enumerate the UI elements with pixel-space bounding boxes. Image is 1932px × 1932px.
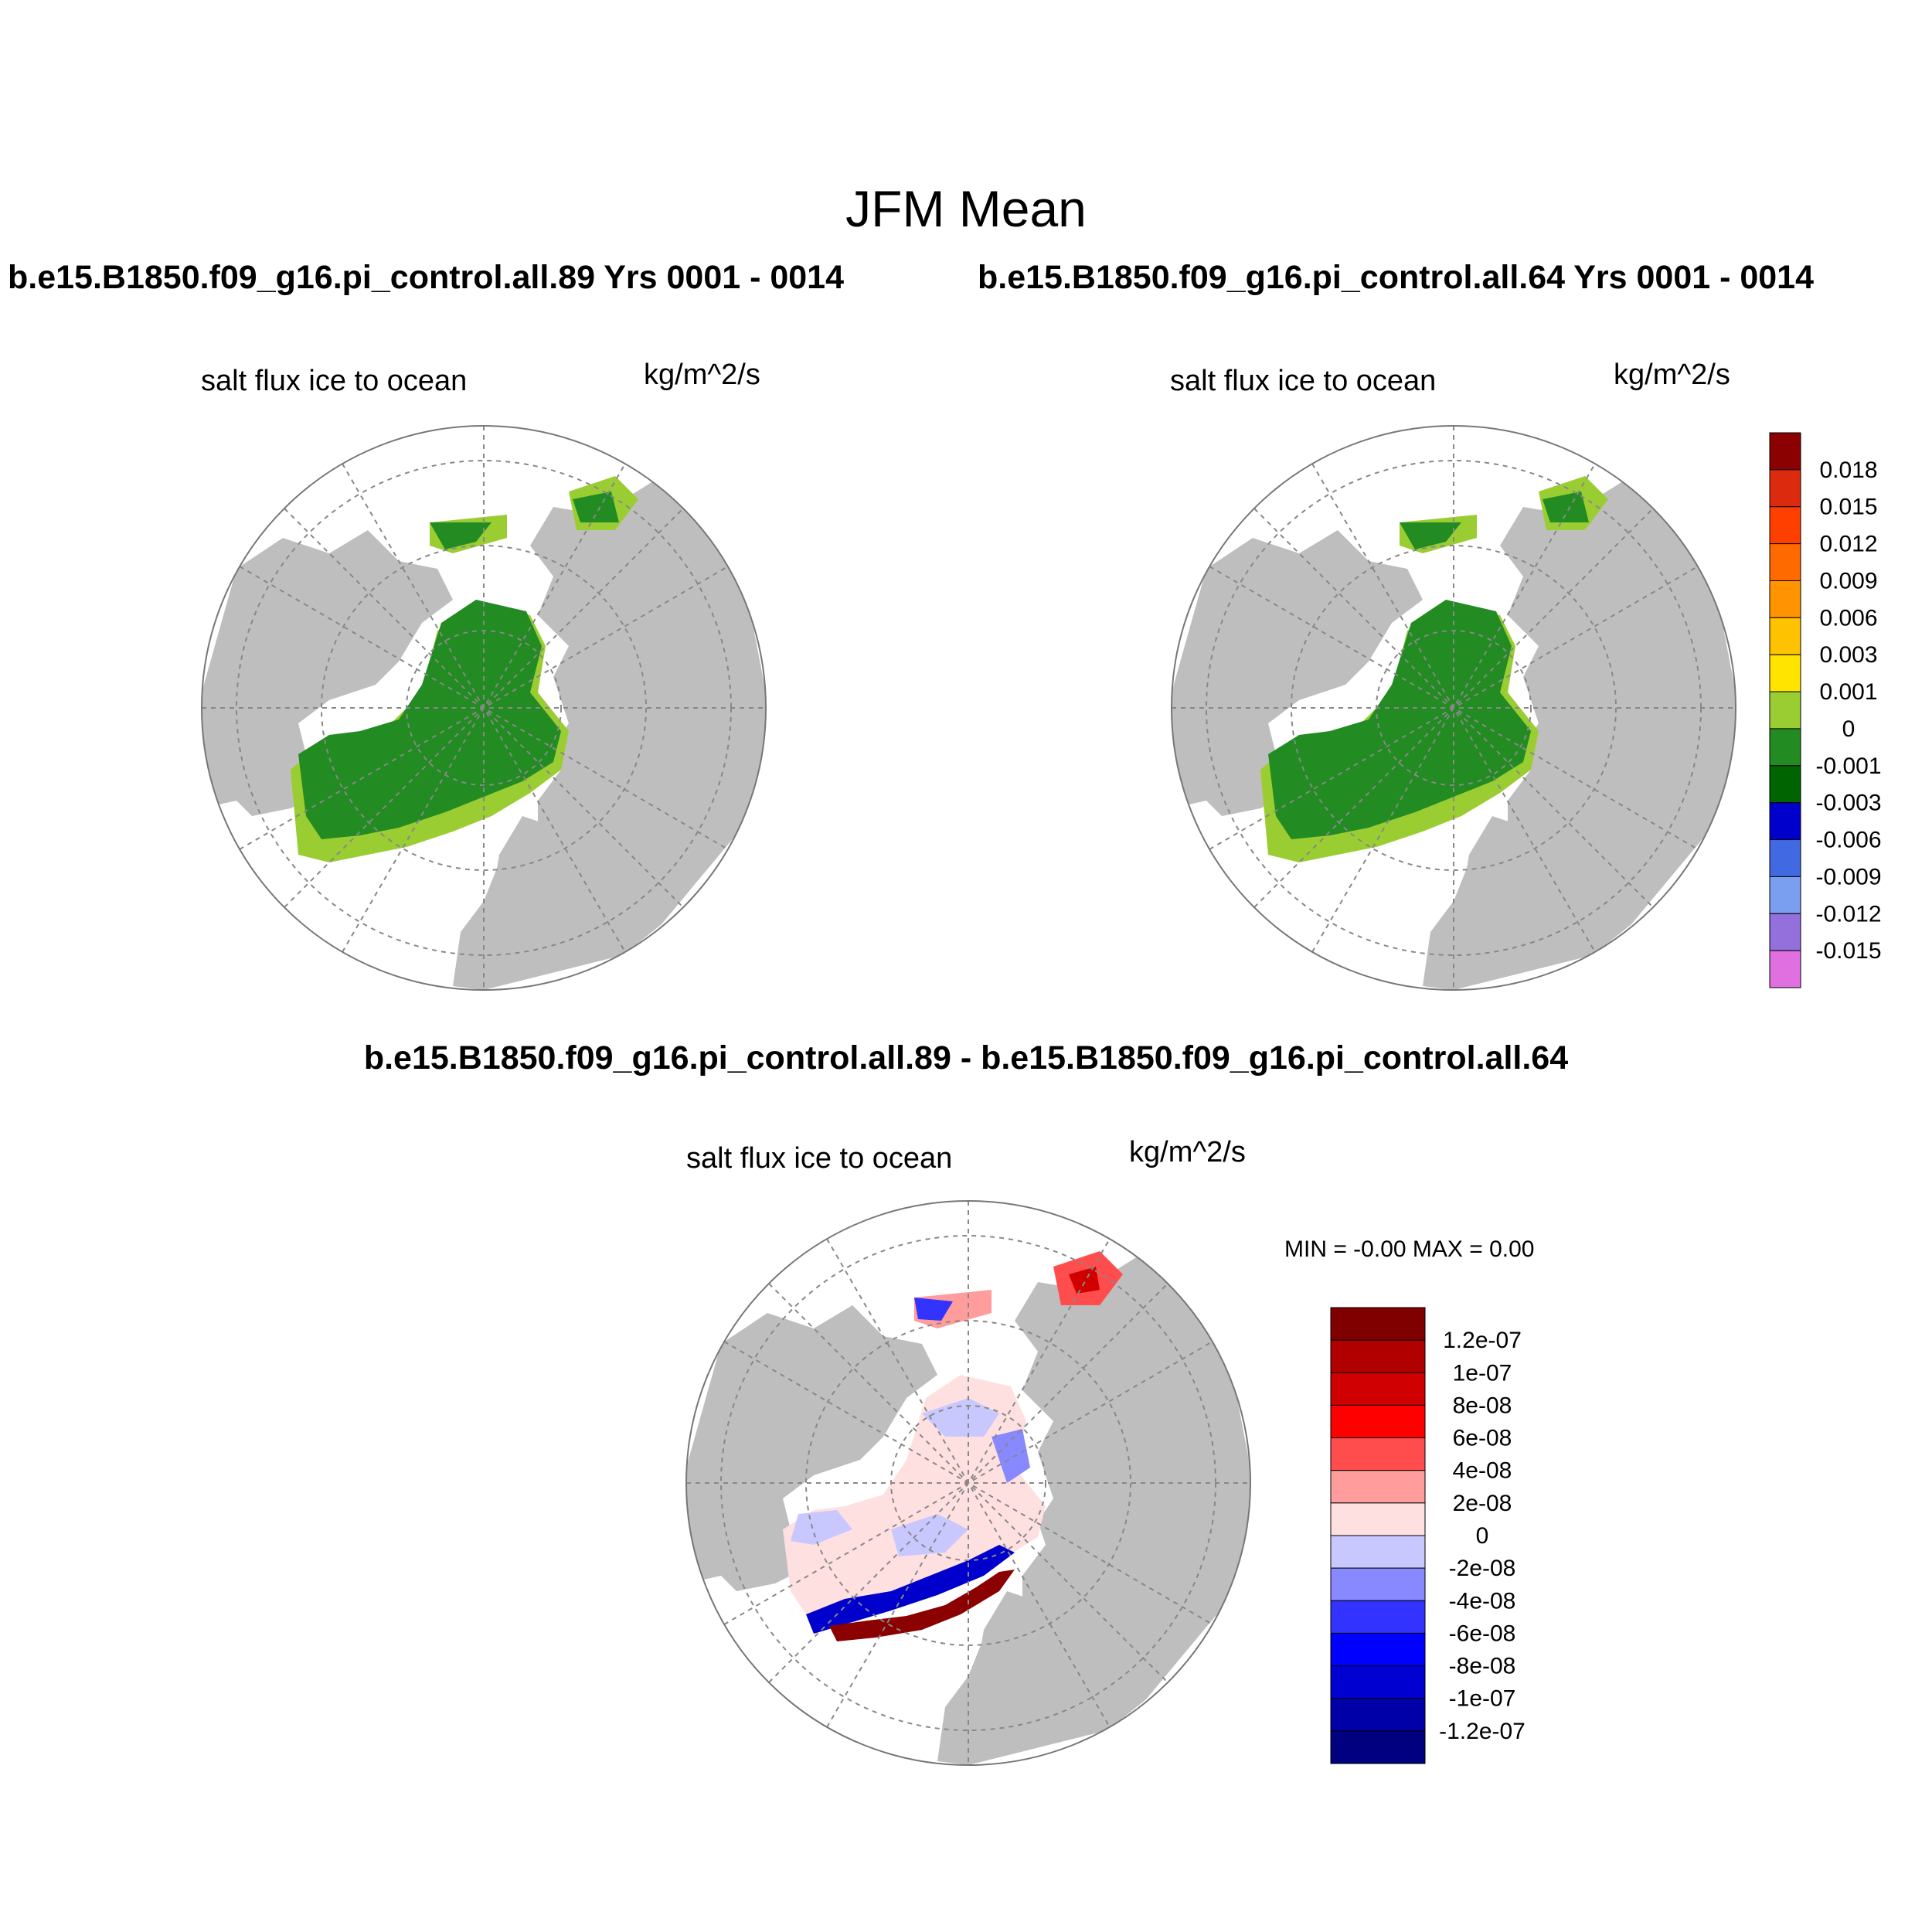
main-colorbar-swatch bbox=[1769, 506, 1801, 545]
diff-colorbar-swatch bbox=[1330, 1437, 1426, 1471]
main-colorbar-tick-label: 0 bbox=[1842, 716, 1855, 742]
main-colorbar-tick-label: 0.015 bbox=[1819, 495, 1877, 520]
main-colorbar-swatch bbox=[1769, 876, 1801, 914]
left-polar-map bbox=[201, 425, 767, 991]
diff-negative-arc bbox=[806, 1545, 1015, 1634]
diff-colorbar-tick-label: 4e-08 bbox=[1453, 1458, 1512, 1484]
diff-colorbar-tick-label: 0 bbox=[1476, 1523, 1489, 1549]
main-colorbar-swatch bbox=[1769, 765, 1801, 804]
difference-title: b.e15.B1850.f09_g16.pi_control.all.89 - … bbox=[363, 1039, 1569, 1077]
main-colorbar-swatch bbox=[1769, 543, 1801, 581]
right-run-title: b.e15.B1850.f09_g16.pi_control.all.64 Yr… bbox=[978, 259, 1815, 296]
main-colorbar-tick-label: 0.003 bbox=[1819, 642, 1877, 668]
left-units-label: kg/m^2/s bbox=[644, 359, 760, 391]
diff-colorbar-swatch bbox=[1330, 1567, 1426, 1601]
diff-colorbar-tick-label: 2e-08 bbox=[1453, 1491, 1512, 1516]
diff-colorbar-swatch bbox=[1330, 1339, 1426, 1373]
main-colorbar-tick-label: -0.012 bbox=[1815, 901, 1881, 927]
diff-colorbar-swatch bbox=[1330, 1665, 1426, 1699]
right-variable-label: salt flux ice to ocean bbox=[1170, 365, 1437, 397]
diff-colorbar-tick-label: 6e-08 bbox=[1453, 1426, 1512, 1451]
diff-colorbar-tick-label: 1e-07 bbox=[1453, 1360, 1512, 1386]
main-colorbar-tick-label: -0.015 bbox=[1815, 938, 1881, 964]
right-units-label: kg/m^2/s bbox=[1614, 359, 1730, 391]
diff-colorbar-swatch bbox=[1330, 1502, 1426, 1536]
diff-units-label: kg/m^2/s bbox=[1129, 1136, 1246, 1168]
main-colorbar-tick-label: 0.001 bbox=[1819, 679, 1877, 705]
main-colorbar-tick-label: 0.009 bbox=[1819, 568, 1877, 594]
diff-colorbar-tick-label: 8e-08 bbox=[1453, 1393, 1512, 1418]
diff-colorbar-tick-label: -1.2e-07 bbox=[1439, 1719, 1526, 1744]
main-colorbar-swatch bbox=[1769, 691, 1801, 730]
main-colorbar: 0.018 0.015 0.012 0.009 0.006 0.003 0.001 0 -0.0… bbox=[1769, 432, 1882, 988]
diff-colorbar-swatch bbox=[1330, 1307, 1426, 1341]
min-max-label: MIN = -0.00 MAX = 0.00 bbox=[1284, 1236, 1535, 1262]
diff-colorbar-tick-label: -8e-08 bbox=[1449, 1654, 1516, 1679]
main-colorbar-swatch bbox=[1769, 469, 1801, 508]
diff-positive-arc bbox=[829, 1570, 1015, 1641]
main-colorbar-tick-label: -0.001 bbox=[1815, 753, 1881, 779]
diff-colorbar-swatch bbox=[1330, 1535, 1426, 1569]
main-colorbar-tick-label: 0.018 bbox=[1819, 457, 1877, 483]
diff-colorbar-swatch bbox=[1330, 1470, 1426, 1504]
main-colorbar-swatch bbox=[1769, 617, 1801, 655]
main-colorbar-tick-label: -0.006 bbox=[1815, 828, 1881, 853]
main-colorbar-swatch bbox=[1769, 580, 1801, 618]
ice-main-zone bbox=[1268, 600, 1531, 839]
diff-colorbar-swatch bbox=[1330, 1600, 1426, 1634]
main-colorbar-tick-label: 0.006 bbox=[1819, 605, 1877, 631]
diff-colorbar-tick-label: -4e-08 bbox=[1449, 1588, 1516, 1614]
diff-colorbar-swatch bbox=[1330, 1404, 1426, 1439]
diff-colorbar-swatch bbox=[1330, 1698, 1426, 1732]
ice-main-zone bbox=[298, 600, 561, 839]
diff-colorbar-swatch bbox=[1330, 1372, 1426, 1406]
left-run-title: b.e15.B1850.f09_g16.pi_control.all.89 Yr… bbox=[8, 259, 845, 296]
main-colorbar-tick-label: -0.003 bbox=[1815, 791, 1881, 816]
difference-colorbar: 1.2e-07 1e-07 8e-08 6e-08 4e-08 2e-08 0 -2e-08 -… bbox=[1330, 1307, 1526, 1764]
difference-polar-map bbox=[685, 1200, 1251, 1766]
main-colorbar-swatch bbox=[1769, 913, 1801, 951]
diff-colorbar-tick-label: -2e-08 bbox=[1449, 1556, 1516, 1581]
diff-variable-label: salt flux ice to ocean bbox=[686, 1142, 953, 1175]
right-polar-map bbox=[1171, 425, 1736, 991]
diff-colorbar-tick-label: 1.2e-07 bbox=[1443, 1328, 1522, 1353]
main-colorbar-swatch bbox=[1769, 432, 1801, 471]
main-colorbar-swatch bbox=[1769, 839, 1801, 877]
diff-colorbar-tick-label: -6e-08 bbox=[1449, 1621, 1516, 1646]
diff-colorbar-swatch bbox=[1330, 1632, 1426, 1667]
figure-title: JFM Mean bbox=[845, 180, 1087, 237]
main-colorbar-swatch bbox=[1769, 654, 1801, 692]
diff-colorbar-tick-label: -1e-07 bbox=[1449, 1686, 1516, 1712]
left-variable-label: salt flux ice to ocean bbox=[201, 365, 468, 397]
main-colorbar-swatch bbox=[1769, 802, 1801, 841]
main-colorbar-swatch bbox=[1769, 728, 1801, 767]
main-colorbar-tick-label: 0.012 bbox=[1819, 532, 1877, 557]
main-colorbar-swatch bbox=[1769, 950, 1801, 988]
main-colorbar-tick-label: -0.009 bbox=[1815, 864, 1881, 889]
diff-colorbar-swatch bbox=[1330, 1730, 1426, 1764]
